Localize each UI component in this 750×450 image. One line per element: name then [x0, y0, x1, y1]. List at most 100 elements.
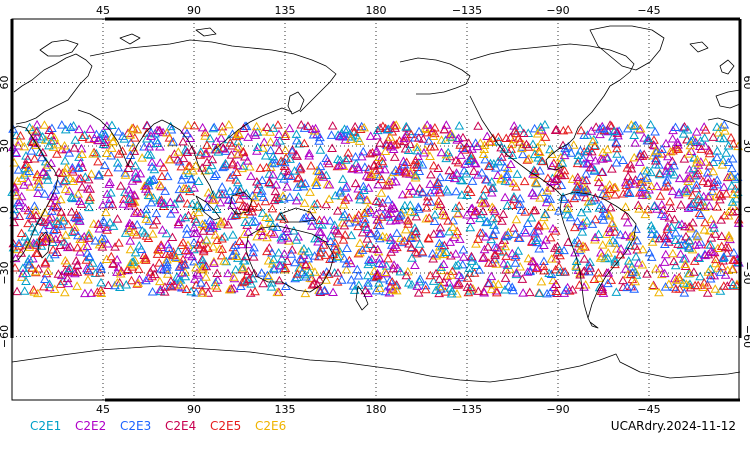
observation-marker	[435, 199, 446, 208]
observation-marker	[590, 192, 601, 202]
observation-marker	[200, 218, 210, 228]
observation-marker	[266, 227, 276, 237]
observation-marker	[14, 241, 24, 250]
observation-marker	[708, 181, 719, 191]
observation-marker	[526, 212, 537, 222]
observation-marker	[353, 162, 363, 171]
observation-marker	[83, 230, 94, 240]
observation-marker	[727, 197, 738, 206]
observation-marker	[525, 265, 536, 275]
observation-marker	[444, 172, 455, 182]
observation-marker	[606, 275, 617, 284]
observation-marker	[228, 157, 238, 167]
observation-marker	[304, 267, 315, 277]
observation-marker	[723, 140, 734, 150]
observation-marker	[482, 131, 493, 141]
observation-marker	[406, 129, 417, 139]
observation-marker	[216, 216, 226, 226]
observation-marker	[563, 198, 573, 208]
observation-marker	[568, 140, 579, 149]
observation-marker	[315, 132, 325, 142]
observation-marker	[586, 196, 597, 205]
observation-marker	[527, 188, 538, 197]
observation-marker	[543, 173, 553, 182]
observation-marker	[310, 177, 321, 187]
observation-marker	[586, 126, 597, 135]
observation-marker	[339, 124, 350, 133]
observation-marker	[65, 122, 76, 131]
observation-marker	[280, 145, 291, 155]
observation-marker	[127, 196, 138, 206]
observation-marker	[335, 188, 345, 197]
observation-marker	[333, 130, 343, 139]
observation-marker	[336, 160, 347, 169]
observation-marker	[603, 268, 614, 277]
observation-marker	[148, 263, 159, 272]
observation-marker	[88, 219, 99, 228]
observation-marker	[446, 288, 457, 298]
observation-marker	[17, 173, 27, 182]
legend-item-c2e6: C2E6	[255, 419, 286, 433]
observation-marker	[680, 261, 691, 271]
bottom-lon-label: 180	[366, 403, 387, 416]
observation-marker	[382, 125, 393, 134]
observation-marker	[71, 255, 82, 265]
observation-marker	[455, 175, 466, 184]
observation-marker	[257, 208, 268, 217]
observation-marker	[559, 245, 569, 255]
observation-marker	[157, 171, 167, 181]
observation-marker	[637, 182, 648, 191]
observation-marker	[453, 157, 464, 167]
observation-marker	[252, 177, 262, 186]
observation-marker	[365, 148, 376, 158]
observation-marker	[710, 192, 721, 201]
observation-marker	[381, 139, 392, 148]
observation-marker	[174, 193, 184, 203]
observation-marker	[576, 187, 587, 196]
observation-marker	[669, 170, 680, 179]
observation-marker	[596, 154, 606, 163]
observation-marker	[108, 136, 118, 146]
observation-marker	[466, 204, 477, 213]
observation-marker	[30, 205, 41, 215]
observation-marker	[56, 207, 66, 216]
observation-marker	[156, 240, 167, 249]
observation-marker	[365, 205, 376, 215]
observation-marker	[74, 124, 84, 134]
observation-marker	[635, 123, 646, 133]
observation-marker	[556, 180, 567, 190]
observation-marker	[634, 204, 645, 213]
observation-marker	[582, 158, 592, 167]
observation-marker	[671, 274, 682, 284]
observation-marker	[217, 233, 227, 243]
observation-marker	[60, 167, 71, 177]
observation-marker	[197, 286, 207, 295]
observation-marker	[563, 237, 574, 246]
observation-marker	[175, 192, 186, 202]
observation-marker	[101, 207, 111, 217]
observation-marker	[96, 288, 107, 297]
observation-marker	[452, 135, 463, 144]
observation-marker	[262, 246, 272, 256]
observation-marker	[385, 208, 396, 218]
observation-marker	[67, 162, 78, 172]
observation-marker	[315, 145, 326, 154]
observation-marker	[688, 198, 699, 207]
observation-marker	[51, 202, 62, 212]
observation-marker	[463, 184, 473, 193]
observation-marker	[238, 161, 249, 170]
observation-marker	[645, 119, 656, 129]
observation-marker	[602, 253, 613, 262]
observation-marker	[605, 202, 616, 212]
observation-marker	[301, 212, 311, 221]
observation-marker	[115, 282, 125, 292]
observation-marker	[487, 213, 498, 223]
observation-marker	[178, 254, 188, 264]
observation-marker	[115, 268, 126, 278]
observation-marker	[620, 210, 631, 220]
coastline-asia-north	[89, 39, 337, 113]
observation-marker	[604, 238, 615, 247]
observation-marker	[52, 178, 63, 188]
observation-marker	[69, 226, 80, 235]
observation-marker	[610, 254, 620, 264]
